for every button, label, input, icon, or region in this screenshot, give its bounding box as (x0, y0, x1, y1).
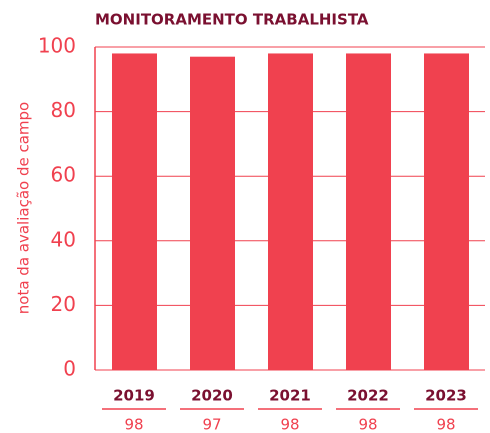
bar (346, 53, 391, 371)
x-tick-label: 2022 (347, 387, 389, 405)
value-label: 98 (358, 416, 377, 433)
y-tick-label: 80 (51, 98, 76, 122)
x-tick-label: 2021 (269, 387, 311, 405)
x-tick-label: 2019 (113, 387, 155, 405)
chart-title: MONITORAMENTO TRABALHISTA (95, 11, 369, 29)
x-tick-label: 2023 (425, 387, 467, 405)
value-label: 98 (436, 416, 455, 433)
y-axis-label: nota da avaliação de campo (15, 102, 33, 314)
value-label: 98 (280, 416, 299, 433)
x-tick-label: 2020 (191, 387, 233, 405)
bar (268, 53, 313, 371)
bar (190, 56, 235, 370)
y-tick-label: 100 (38, 34, 76, 58)
y-tick-label: 40 (51, 227, 76, 251)
y-tick-label: 0 (63, 357, 76, 381)
bar (424, 53, 469, 371)
y-tick-label: 20 (51, 292, 76, 316)
bar (112, 53, 157, 371)
value-label: 97 (202, 416, 221, 433)
y-tick-label: 60 (51, 163, 76, 187)
value-label: 98 (124, 416, 143, 433)
